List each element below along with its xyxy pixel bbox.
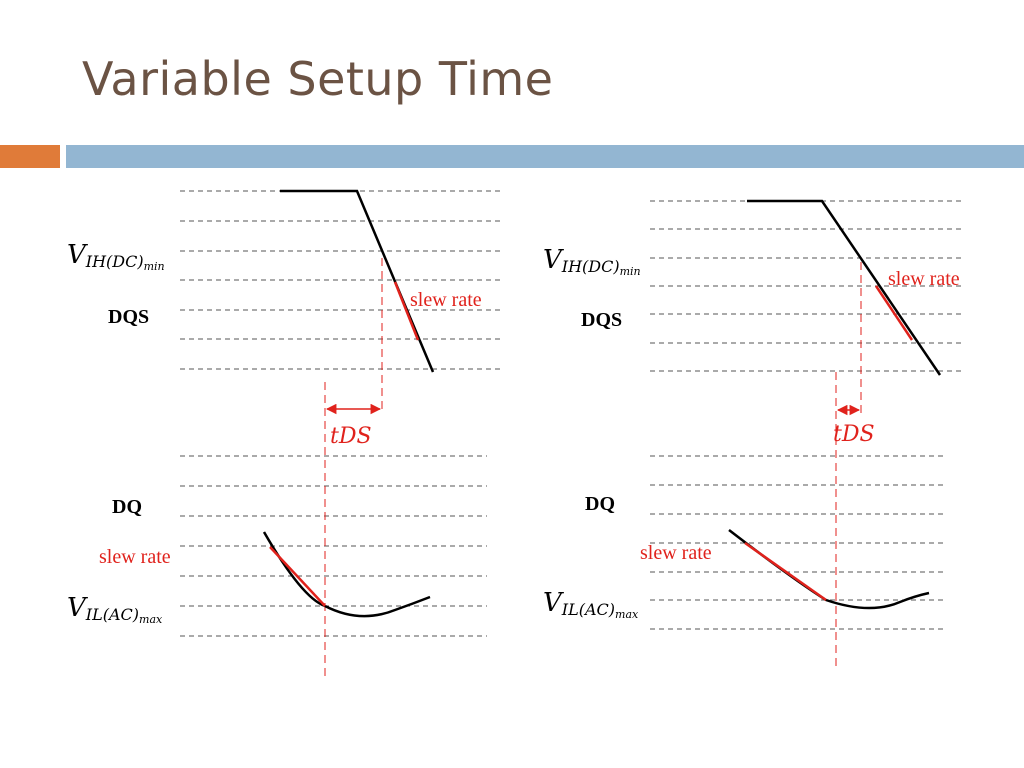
accent-bar-blue (66, 145, 1024, 168)
dq-label-left: DQ (112, 496, 142, 518)
dqs-slew-label-right: slew rate (888, 268, 960, 290)
dqs-slew-line-left (393, 281, 420, 341)
dq-gridlines-right (650, 455, 947, 630)
dq-slew-line-right (744, 541, 827, 602)
dqs-waveform-right (747, 199, 942, 376)
dqs-gridlines-left (180, 190, 502, 370)
dq-waveform-left (262, 531, 431, 618)
slide-title: Variable Setup Time (82, 52, 554, 106)
dqs-label-left: DQS (108, 306, 149, 328)
tds-label-right: tDS (833, 422, 875, 447)
panel-right: VIH(DC)min DQS slew rate tDS DQ slew rat… (543, 199, 962, 668)
vih-label-left: VIH(DC)min (67, 240, 165, 273)
dq-slew-label-left: slew rate (99, 546, 171, 568)
dq-waveform-right (728, 529, 930, 610)
dq-label-right: DQ (585, 493, 615, 515)
tds-label-left: tDS (330, 424, 372, 449)
accent-bar-orange (0, 145, 60, 168)
dqs-slew-label-left: slew rate (410, 289, 482, 311)
vil-label-left: VIL(AC)max (67, 593, 163, 626)
dqs-label-right: DQS (581, 309, 622, 331)
dq-slew-label-right: slew rate (640, 542, 712, 564)
dq-slew-line-left (269, 546, 326, 607)
vih-label-right: VIH(DC)min (543, 245, 641, 278)
vil-label-right: VIL(AC)max (543, 588, 639, 621)
dq-gridlines-left (180, 455, 487, 637)
panel-left: VIH(DC)min DQS slew rate tDS DQ slew rat… (67, 189, 502, 680)
dqs-waveform-left (280, 189, 435, 373)
dqs-slew-line-right (874, 285, 914, 341)
